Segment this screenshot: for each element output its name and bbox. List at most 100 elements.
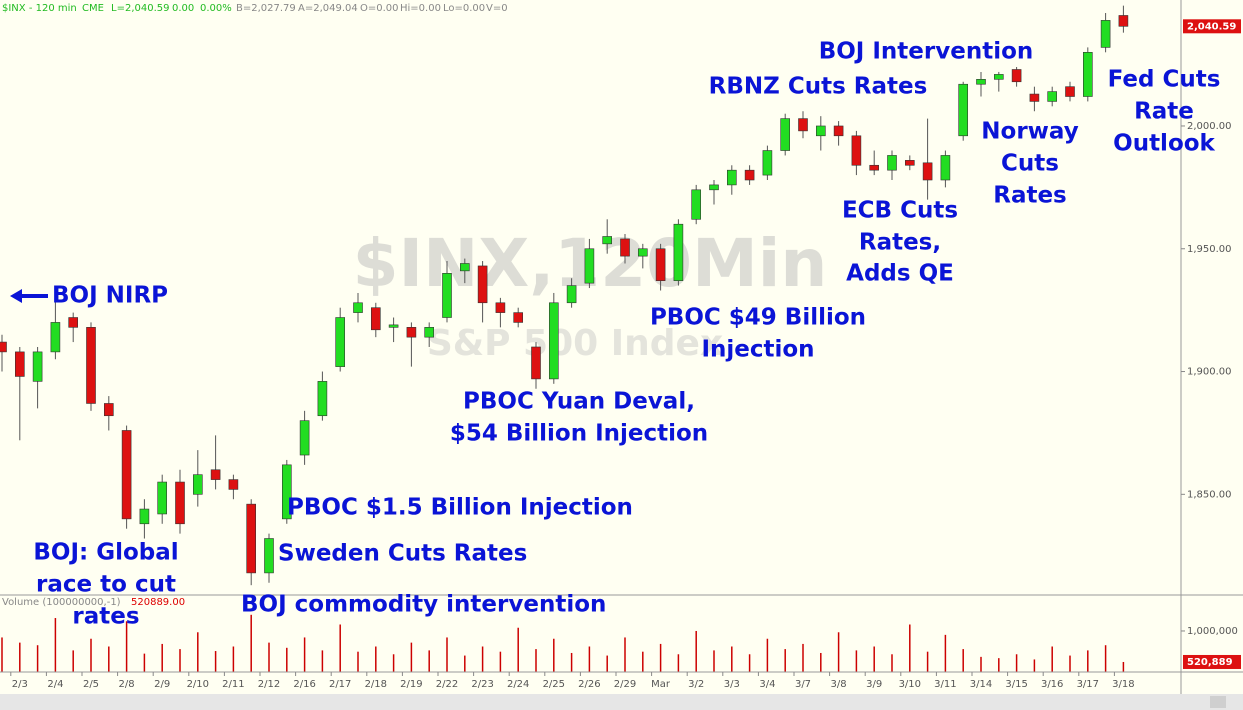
x-tick-label: 3/11 [934, 679, 956, 690]
candle-body [1083, 52, 1093, 97]
header-exchange: CME [82, 3, 104, 14]
candle-body [548, 302, 559, 380]
candle-body [281, 464, 292, 520]
annotation: BOJ commodity intervention [241, 592, 606, 618]
candle-body [32, 351, 43, 382]
annotation: Rate [1134, 99, 1194, 125]
header-hi: Hi=0.00 [400, 3, 441, 14]
candle-body [335, 317, 346, 367]
x-tick-label: 2/17 [329, 679, 351, 690]
x-tick-label: 3/4 [759, 679, 775, 690]
x-tick-label: 3/7 [795, 679, 811, 690]
annotation: RBNZ Cuts Rates [709, 74, 928, 100]
annotation: Injection [701, 337, 814, 363]
candle-body [317, 381, 328, 417]
annotation: Outlook [1113, 131, 1215, 157]
annotation: ECB Cuts [842, 198, 958, 224]
candle-body [637, 248, 648, 257]
candle-body [1011, 69, 1022, 83]
candle-body [388, 324, 399, 328]
candle-body [1100, 20, 1111, 48]
x-tick-label: 2/11 [222, 679, 244, 690]
annotation: Rates [993, 183, 1067, 209]
candle-body [193, 474, 203, 495]
candle-body [299, 420, 310, 456]
candle-body [940, 155, 951, 181]
volume-readout: 520889.00 [131, 597, 185, 608]
candle-body [887, 155, 897, 171]
scroll-thumb[interactable] [1210, 696, 1226, 708]
annotations: BOJ NIRP BOJ: Global race to cut rates P… [33, 39, 1220, 630]
annotation: PBOC $1.5 Billion Injection [287, 495, 633, 521]
candle-body [531, 346, 541, 380]
annotation: Adds QE [846, 261, 954, 287]
candle-body [744, 169, 755, 181]
annotation: PBOC Yuan Deval, [463, 389, 695, 415]
x-tick-label: 2/10 [187, 679, 209, 690]
annotation: Norway [981, 119, 1078, 145]
candle-body [602, 236, 613, 245]
candle-body [121, 430, 132, 520]
candle-body [709, 184, 719, 191]
candle-body [459, 263, 470, 272]
x-tick-label: 2/16 [293, 679, 315, 690]
x-tick-label: 2/8 [119, 679, 135, 690]
candle-body [851, 135, 862, 166]
candle-body [264, 538, 274, 574]
x-tick-label: 2/23 [471, 679, 493, 690]
x-tick-label: 3/9 [866, 679, 882, 690]
x-tick-label: 3/10 [899, 679, 921, 690]
candle-body [104, 403, 114, 417]
candle-body [228, 479, 239, 490]
candle-body [584, 248, 595, 284]
candle-body [691, 189, 702, 220]
candle-body [620, 238, 630, 257]
annotation: BOJ Intervention [819, 39, 1034, 65]
x-tick-label: 3/14 [970, 679, 992, 690]
candle-body [566, 285, 577, 304]
last-price-tag [1183, 19, 1241, 34]
candle-body [175, 481, 185, 525]
last-volume-tag [1183, 654, 1241, 669]
x-tick-label: 2/4 [47, 679, 63, 690]
x-tick-label: 2/18 [365, 679, 387, 690]
candle-body [406, 327, 417, 338]
candle-body [780, 118, 791, 151]
x-tick-label: 2/22 [436, 679, 458, 690]
candle-body [1065, 86, 1075, 97]
y-tick-label: 1,000,000 [1187, 626, 1238, 637]
y-tick-label: 2,000.00 [1187, 121, 1232, 132]
candle-body [726, 169, 737, 186]
x-tick-label: 2/26 [578, 679, 600, 690]
candle-body [513, 312, 524, 323]
last-volume-label: 520,889 [1187, 657, 1233, 668]
annotation-arrow [10, 289, 48, 303]
candle-body [922, 162, 933, 181]
scrollbar[interactable] [0, 694, 1243, 710]
header-change-pct: 0.00% [200, 3, 232, 14]
candle-body [1118, 15, 1129, 27]
candle-body [15, 351, 25, 377]
header-vol: V=0 [486, 3, 508, 14]
header-ask: A=2,049.04 [298, 3, 358, 14]
x-tick-label: 3/16 [1041, 679, 1063, 690]
x-tick-label: 3/3 [724, 679, 740, 690]
candle-body [798, 118, 808, 132]
candle-body [477, 265, 488, 304]
header-open: O=0.00 [360, 3, 399, 14]
volume-title: Volume (100000000,-1) [2, 597, 121, 608]
candle-body [246, 503, 256, 574]
candle-body [904, 160, 915, 166]
x-tick-label: 2/12 [258, 679, 280, 690]
x-tick-label: 3/2 [688, 679, 704, 690]
annotation: BOJ NIRP [52, 283, 168, 309]
candle-body [68, 317, 78, 328]
header-bid: B=2,027.79 [236, 3, 296, 14]
candle-body [86, 327, 96, 404]
x-tick-label: 2/25 [543, 679, 565, 690]
x-tick-label: 3/18 [1112, 679, 1134, 690]
x-tick-label: 2/19 [400, 679, 422, 690]
x-tick-label: 2/3 [12, 679, 28, 690]
x-tick-label: 2/24 [507, 679, 529, 690]
